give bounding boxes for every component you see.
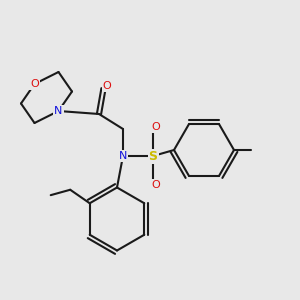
Text: N: N xyxy=(54,106,63,116)
Text: N: N xyxy=(119,151,127,161)
Text: O: O xyxy=(151,180,160,190)
Text: O: O xyxy=(103,81,112,91)
Text: O: O xyxy=(30,79,39,89)
Text: O: O xyxy=(151,122,160,132)
Text: S: S xyxy=(148,149,158,163)
